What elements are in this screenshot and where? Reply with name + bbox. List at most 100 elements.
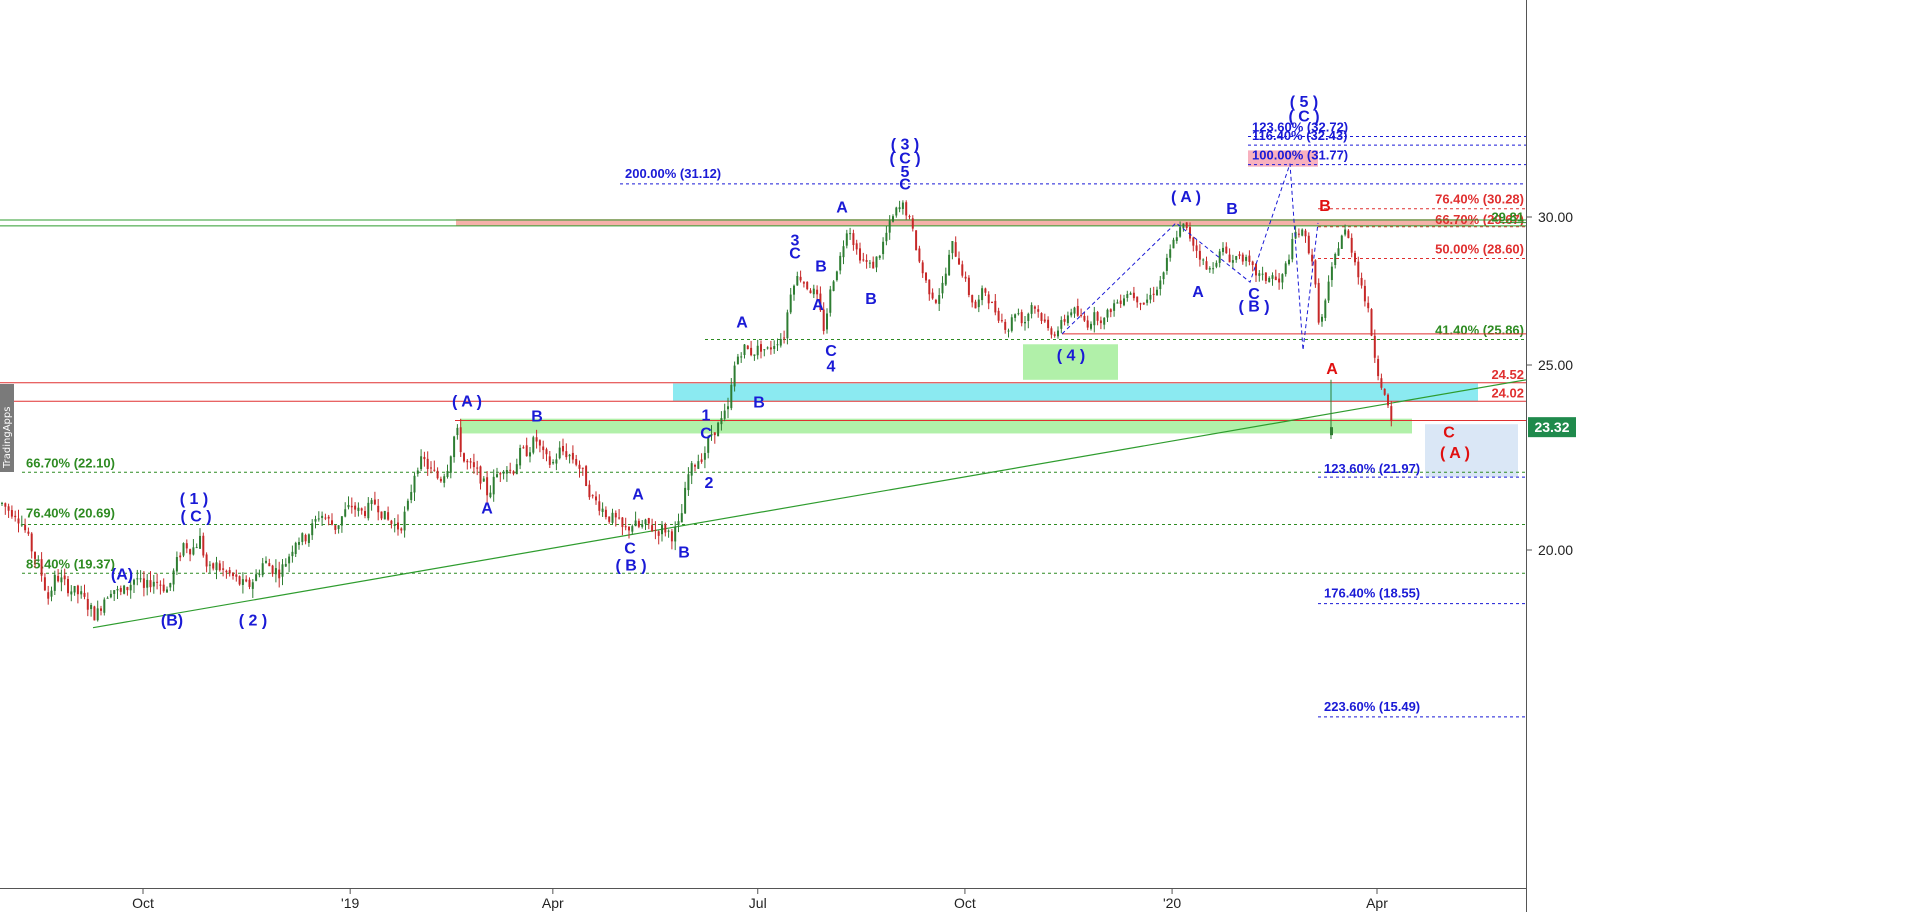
wave-zigzag-layer bbox=[1061, 163, 1319, 351]
candle-250 bbox=[826, 308, 828, 334]
candle-155 bbox=[512, 470, 515, 476]
candle-325 bbox=[1073, 306, 1076, 318]
candle-333 bbox=[1099, 316, 1102, 330]
candle-36 bbox=[119, 585, 122, 596]
candle-406 bbox=[1340, 234, 1343, 250]
wave-label-36: ( 1 ) bbox=[180, 491, 208, 508]
price-tags-layer: 23.32 bbox=[1528, 417, 1576, 438]
candle-299 bbox=[987, 291, 990, 310]
candle-269 bbox=[888, 215, 891, 240]
candle-286 bbox=[944, 267, 947, 287]
wave-label-18: C bbox=[1248, 286, 1260, 303]
time-axis-border bbox=[0, 888, 1526, 889]
candle-14 bbox=[47, 585, 50, 605]
zone-4 bbox=[1248, 150, 1318, 167]
candle-419 bbox=[1383, 388, 1386, 396]
candle-251 bbox=[829, 285, 832, 317]
candle-226 bbox=[746, 344, 749, 350]
candle-48 bbox=[159, 580, 162, 595]
candle-198 bbox=[654, 521, 657, 540]
y-tick-label-1: 25.00 bbox=[1538, 357, 1573, 373]
candle-248 bbox=[819, 286, 822, 312]
candle-113 bbox=[373, 491, 376, 506]
candle-271 bbox=[895, 206, 898, 218]
candle-18 bbox=[60, 569, 63, 592]
zone-0 bbox=[456, 219, 1474, 226]
candle-334 bbox=[1103, 317, 1106, 330]
candle-142 bbox=[469, 458, 472, 469]
candle-397 bbox=[1311, 248, 1314, 267]
candle-283 bbox=[934, 298, 937, 305]
candle-244 bbox=[806, 281, 809, 291]
candle-118 bbox=[390, 519, 393, 529]
candle-349 bbox=[1152, 286, 1155, 303]
candle-53 bbox=[175, 551, 178, 576]
watermark-text: TradingApps bbox=[2, 407, 13, 469]
candle-31 bbox=[103, 597, 106, 616]
candle-80 bbox=[265, 556, 267, 564]
candle-last bbox=[1330, 379, 1333, 439]
candle-146 bbox=[482, 476, 485, 482]
candle-370 bbox=[1222, 242, 1224, 256]
candle-231 bbox=[763, 349, 766, 357]
candle-169 bbox=[558, 441, 561, 460]
candle-185 bbox=[611, 508, 614, 525]
candle-351 bbox=[1159, 275, 1162, 296]
candle-278 bbox=[918, 245, 921, 264]
candle-319 bbox=[1053, 331, 1056, 338]
x-tick-label-6: Apr bbox=[1366, 895, 1388, 911]
candle-203 bbox=[670, 528, 673, 550]
candle-388 bbox=[1281, 273, 1284, 290]
candle-404 bbox=[1334, 252, 1337, 269]
candle-266 bbox=[878, 254, 881, 260]
candle-135 bbox=[446, 464, 449, 479]
candle-1 bbox=[4, 502, 7, 515]
wave-label-31: A bbox=[481, 501, 493, 518]
x-tick-label-3: Jul bbox=[749, 895, 767, 911]
candle-34 bbox=[113, 590, 116, 601]
candle-304 bbox=[1004, 319, 1007, 334]
candle-86 bbox=[284, 558, 287, 568]
level-label-13: 223.60% (15.49) bbox=[1324, 699, 1420, 714]
candle-417 bbox=[1377, 355, 1380, 381]
candle-336 bbox=[1109, 308, 1112, 318]
level-label-11: 123.60% (21.97) bbox=[1324, 461, 1420, 476]
candle-51 bbox=[169, 582, 172, 591]
candle-320 bbox=[1057, 326, 1059, 339]
wave-label-30: 2 bbox=[705, 475, 714, 492]
candle-147 bbox=[486, 471, 489, 504]
candle-57 bbox=[189, 548, 192, 562]
candle-76 bbox=[251, 579, 254, 598]
candle-152 bbox=[502, 470, 505, 480]
candle-10 bbox=[34, 551, 36, 568]
wave-label-7: 3 bbox=[791, 232, 800, 249]
candle-306 bbox=[1010, 314, 1013, 333]
candle-128 bbox=[423, 451, 426, 467]
candle-129 bbox=[426, 451, 429, 476]
candle-84 bbox=[278, 561, 281, 588]
candle-375 bbox=[1238, 251, 1241, 260]
wave-label-4: 5 bbox=[901, 164, 910, 181]
candle-355 bbox=[1172, 237, 1175, 249]
candle-342 bbox=[1129, 291, 1132, 295]
candle-195 bbox=[644, 518, 647, 530]
wave-zigzag bbox=[1061, 163, 1319, 351]
candle-366 bbox=[1208, 266, 1211, 273]
candle-300 bbox=[991, 301, 993, 304]
candle-154 bbox=[509, 462, 512, 474]
candle-211 bbox=[697, 454, 700, 470]
candle-338 bbox=[1116, 299, 1119, 304]
candle-335 bbox=[1106, 308, 1109, 323]
candle-365 bbox=[1205, 256, 1208, 270]
candle-413 bbox=[1363, 279, 1366, 307]
wave-label-2: ( 3 ) bbox=[891, 137, 919, 154]
candle-102 bbox=[337, 525, 340, 534]
candle-308 bbox=[1017, 308, 1020, 316]
zones-layer bbox=[456, 150, 1518, 478]
x-tick-label-1: '19 bbox=[341, 895, 359, 911]
candle-92 bbox=[304, 533, 307, 545]
candle-350 bbox=[1156, 286, 1158, 296]
candle-59 bbox=[195, 543, 198, 549]
candle-285 bbox=[941, 276, 944, 299]
